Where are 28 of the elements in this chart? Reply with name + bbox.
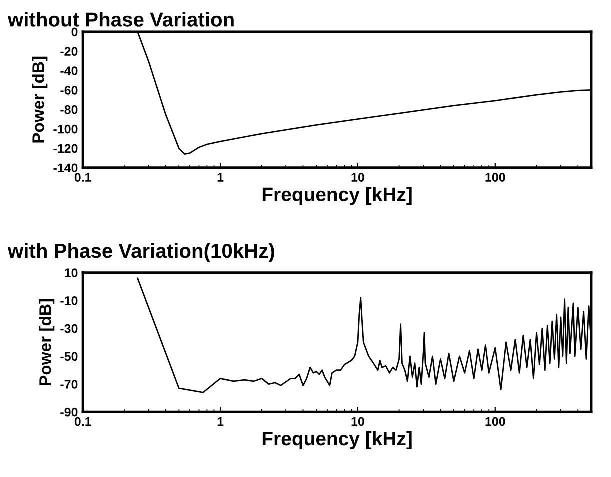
y-tick-label: -50 bbox=[60, 352, 78, 362]
x-axis-title: Frequency [kHz] bbox=[262, 187, 412, 206]
x-tick-label: 100 bbox=[486, 417, 506, 426]
y-tick-label: -120 bbox=[54, 144, 78, 154]
y-tick-label: -30 bbox=[60, 324, 78, 334]
y-axis-title: Power [dB] bbox=[32, 56, 48, 143]
y-tick-label: -80 bbox=[60, 105, 78, 114]
chart-title: without Phase Variation bbox=[8, 12, 234, 27]
y-axis-title: Power [dB] bbox=[39, 299, 55, 386]
y-tick-label: -70 bbox=[60, 380, 78, 389]
y-tick-label: 0 bbox=[72, 28, 78, 37]
y-tick-label: 10 bbox=[65, 268, 78, 278]
y-tick-label: -100 bbox=[54, 124, 78, 134]
y-tick-label: -60 bbox=[60, 86, 78, 95]
x-tick-label: 1 bbox=[218, 173, 224, 182]
y-tick-label: -40 bbox=[60, 66, 78, 76]
x-tick-label: 10 bbox=[352, 173, 364, 182]
y-tick-label: -20 bbox=[60, 47, 78, 56]
x-tick-label: 0.1 bbox=[74, 417, 92, 426]
x-tick-label: 1 bbox=[218, 417, 224, 426]
x-tick-label: 100 bbox=[486, 173, 506, 182]
y-tick-label: -140 bbox=[54, 164, 78, 173]
x-tick-label: 10 bbox=[352, 417, 364, 426]
chart-title: with Phase Variation(10kHz) bbox=[8, 243, 274, 262]
x-tick-label: 0.1 bbox=[74, 173, 92, 182]
y-tick-label: -10 bbox=[60, 296, 78, 306]
x-axis-title: Frequency [kHz] bbox=[262, 431, 412, 450]
y-tick-label: -90 bbox=[60, 408, 78, 417]
